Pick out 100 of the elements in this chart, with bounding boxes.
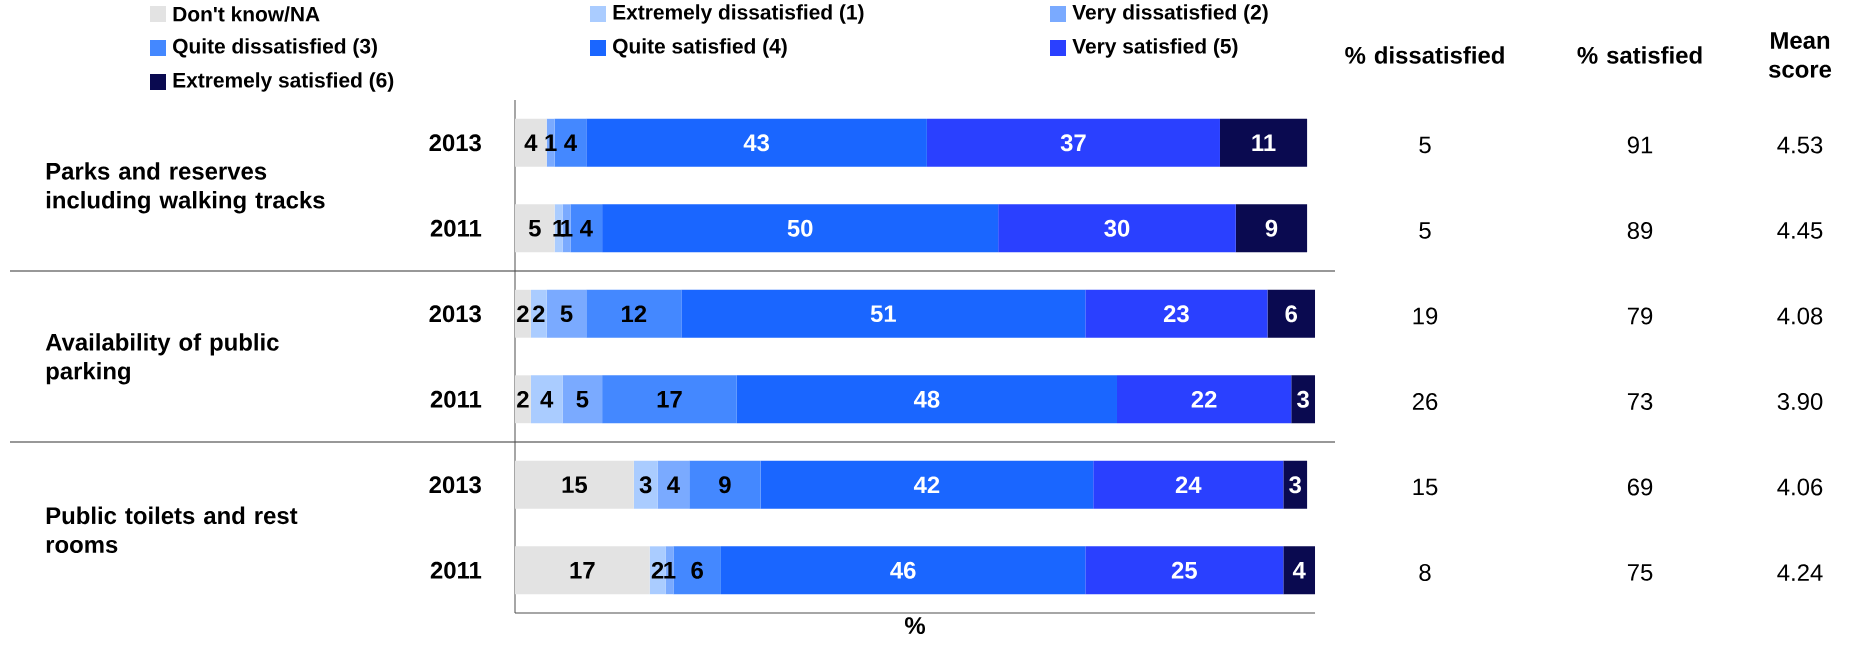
bar: [1219, 118, 1308, 167]
data-label: 50: [787, 219, 813, 237]
y-tick-label: 2013: [429, 476, 481, 494]
bar: [1283, 546, 1316, 595]
text: 4.24: [1777, 564, 1823, 581]
bar: [926, 118, 1220, 167]
data-label: 30: [1104, 219, 1130, 237]
bar: [1085, 289, 1268, 338]
text: 4.08: [1777, 307, 1823, 325]
data-label: 5: [560, 305, 573, 323]
legend-label: Very dissatisfied (2): [1072, 4, 1268, 24]
text: 26: [1412, 393, 1438, 410]
data-label: 11: [1252, 134, 1276, 151]
data-label: 2: [651, 561, 664, 579]
legend-label: Quite satisfied (4): [613, 38, 787, 58]
bar: [689, 460, 761, 509]
data-label: 3: [1297, 390, 1309, 408]
data-label: 4: [667, 476, 680, 493]
bar: [1283, 460, 1308, 509]
data-label: 17: [570, 562, 595, 579]
bar: [586, 289, 682, 338]
bar: [586, 118, 927, 167]
data-label: 24: [1175, 476, 1202, 494]
bar: [998, 204, 1236, 253]
text: % dissatisfied: [1345, 46, 1504, 64]
bar: [602, 375, 737, 424]
data-label: 46: [890, 561, 916, 579]
legend-label: Extremely dissatisfied (1): [613, 4, 864, 24]
data-label: 43: [743, 134, 770, 152]
y-tick-label: 2011: [430, 561, 482, 579]
bar: [515, 546, 650, 595]
bar: [736, 375, 1117, 424]
y-tick-label: 2011: [430, 390, 482, 408]
bar: [720, 546, 1086, 595]
data-label: 51: [870, 305, 896, 323]
data-label: 48: [913, 390, 940, 408]
text: Parks and reserves including walking tracks: [46, 162, 325, 214]
data-label: 3: [1289, 476, 1301, 494]
text: 69: [1627, 478, 1653, 496]
data-label: 42: [913, 476, 940, 494]
bar: [1093, 460, 1284, 509]
y-tick-label: 2013: [429, 305, 481, 323]
data-label: 2: [517, 390, 529, 408]
text: % satisfied: [1577, 46, 1702, 64]
legend-label: Quite dissatisfied (3): [173, 38, 377, 58]
data-label: 25: [1171, 561, 1197, 579]
data-label: 5: [576, 390, 589, 408]
text: Public toilets and rest rooms: [46, 506, 298, 554]
bar: [633, 460, 658, 509]
bar: [657, 460, 690, 509]
text: 15: [1413, 478, 1438, 496]
text: 79: [1627, 307, 1653, 325]
data-label: 1: [545, 134, 557, 151]
text: 19: [1413, 307, 1438, 325]
data-label: 9: [1265, 219, 1278, 237]
text: Availability of public parking: [45, 333, 279, 385]
data-label: 17: [657, 391, 682, 408]
bar: [1291, 375, 1316, 424]
text: Mean score: [1768, 32, 1832, 78]
data-label: 4: [564, 134, 577, 151]
bar: [1085, 546, 1284, 595]
data-label: 9: [719, 476, 731, 494]
text: 89: [1627, 222, 1653, 239]
data-label: 4: [540, 391, 554, 408]
data-label: 3: [639, 476, 652, 494]
data-label: 6: [691, 561, 703, 579]
text: 5: [1419, 222, 1431, 239]
legend-label: Extremely satisfied (6): [173, 72, 394, 92]
bar: [515, 118, 547, 167]
data-label: 4: [580, 220, 593, 237]
data-label: 1: [664, 562, 676, 579]
y-tick-label: 2011: [430, 219, 482, 237]
text: 4.53: [1777, 136, 1823, 154]
text: 91: [1627, 136, 1653, 154]
data-label: 12: [622, 305, 647, 323]
bar: [602, 204, 999, 253]
data-label: 23: [1163, 305, 1189, 323]
text: 3.90: [1777, 393, 1823, 410]
bar: [515, 460, 634, 509]
bar: [760, 460, 1094, 509]
text: 5: [1419, 136, 1431, 154]
text: 8: [1419, 564, 1431, 581]
text: 75: [1627, 564, 1653, 581]
bar: [1235, 204, 1308, 253]
bar: [515, 204, 555, 253]
data-label: 5: [528, 219, 541, 237]
legend-label: Don't know/NA: [173, 6, 320, 22]
y-tick-label: 2013: [429, 134, 481, 152]
data-label: 2: [517, 305, 529, 323]
data-label: 4: [524, 134, 538, 151]
legend-label: Very satisfied (5): [1072, 38, 1238, 58]
bar: [562, 375, 603, 424]
bar: [681, 289, 1086, 338]
data-label: 6: [1285, 305, 1298, 323]
data-label: 22: [1191, 390, 1217, 408]
text: 73: [1627, 393, 1653, 410]
x-axis-title: %: [904, 617, 925, 634]
data-label: 2: [532, 305, 545, 323]
text: 4.06: [1777, 478, 1823, 496]
text: 4.45: [1777, 222, 1823, 239]
